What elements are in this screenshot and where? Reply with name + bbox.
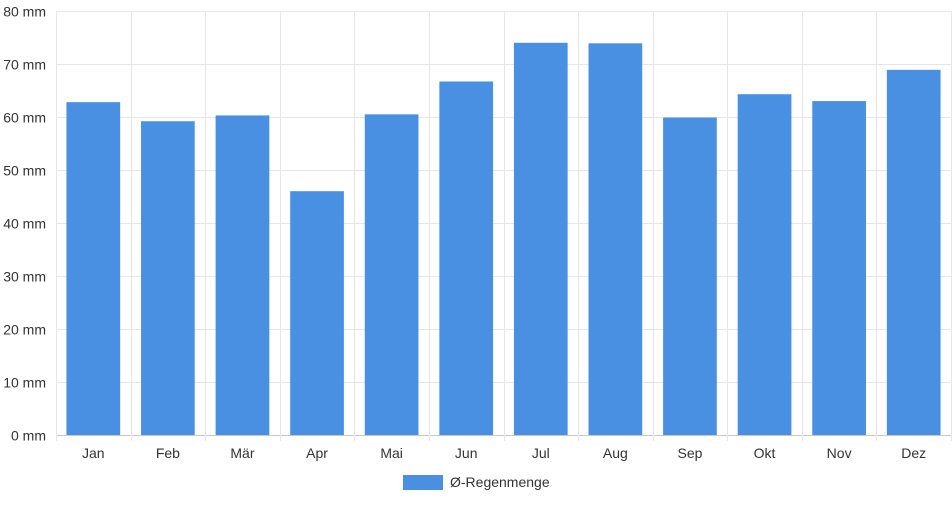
bar-mär[interactable] <box>215 115 270 435</box>
bar-mai[interactable] <box>364 114 419 435</box>
bar-feb[interactable] <box>141 121 195 436</box>
y-tick-label: 30 mm <box>3 269 46 285</box>
y-tick-label: 10 mm <box>3 375 46 391</box>
bar-dez[interactable] <box>886 69 941 435</box>
x-tick-label: Dez <box>901 445 926 461</box>
bar-jul[interactable] <box>513 42 568 436</box>
legend-label[interactable]: Ø-Regenmenge <box>450 474 550 490</box>
legend[interactable]: Ø-Regenmenge <box>403 474 550 490</box>
x-tick-label: Okt <box>754 445 776 461</box>
x-tick-label: Apr <box>306 445 328 461</box>
x-tick-label: Sep <box>677 445 702 461</box>
x-tick-label: Nov <box>827 445 852 461</box>
y-tick-label: 0 mm <box>11 428 46 444</box>
y-tick-label: 40 mm <box>3 216 46 232</box>
x-tick-label: Mai <box>380 445 403 461</box>
y-tick-label: 80 mm <box>3 4 46 20</box>
bar-nov[interactable] <box>812 101 866 435</box>
x-tick-label: Jun <box>455 445 478 461</box>
y-tick-label: 70 mm <box>3 57 46 73</box>
legend-swatch[interactable] <box>403 475 443 490</box>
bar-sep[interactable] <box>663 117 717 435</box>
bar-jun[interactable] <box>439 81 494 436</box>
y-tick-label: 20 mm <box>3 322 46 338</box>
y-tick-label: 60 mm <box>3 110 46 126</box>
bar-okt[interactable] <box>737 94 792 436</box>
y-tick-label: 50 mm <box>3 163 46 179</box>
x-tick-label: Feb <box>156 445 180 461</box>
x-tick-label: Jul <box>532 445 550 461</box>
bar-jan[interactable] <box>66 102 121 435</box>
bar-aug[interactable] <box>588 43 643 436</box>
x-tick-label: Aug <box>603 445 628 461</box>
bar-apr[interactable] <box>290 191 344 435</box>
x-tick-label: Jan <box>82 445 105 461</box>
axis-layer: 0 mm 10 mm 20 mm 30 mm 40 mm 50 mm 60 mm 70 mm 8… <box>3 4 926 462</box>
bars-layer <box>66 42 941 436</box>
x-tick-label: Mär <box>230 445 254 461</box>
